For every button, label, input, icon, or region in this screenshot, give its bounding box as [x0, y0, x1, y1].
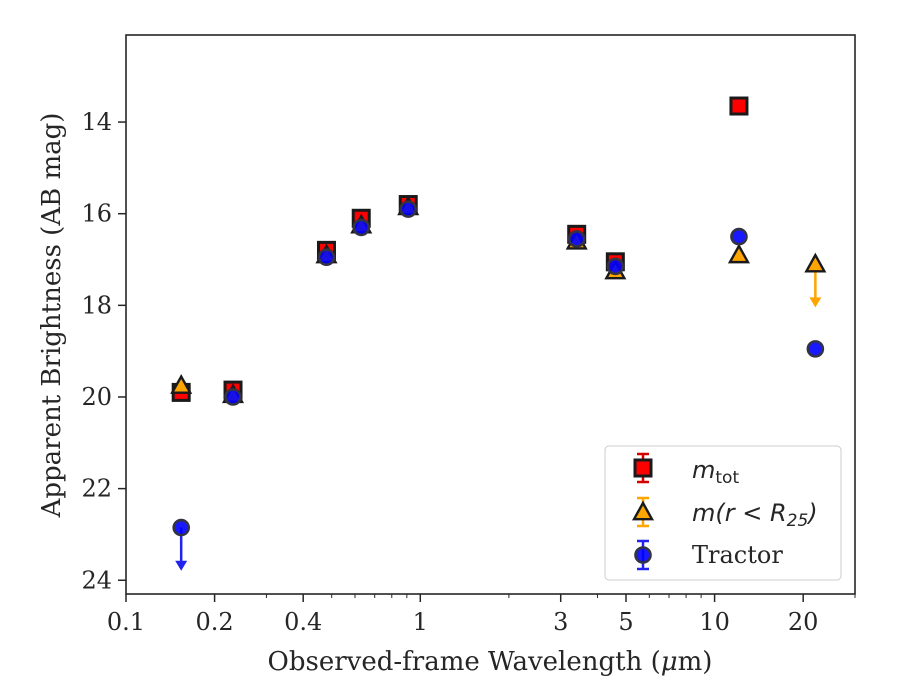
legend-marker-square [633, 452, 653, 484]
y-tick-label: 22 [81, 475, 112, 503]
data-point-tractor [224, 388, 242, 406]
data-point-mtot [729, 96, 749, 116]
legend-label-m-r25: m(r < R25) [692, 499, 818, 531]
data-point-m-r25 [170, 374, 193, 394]
x-axis-label: Observed-frame Wavelength (μm) [268, 647, 713, 677]
x-tick-label: 1 [413, 608, 428, 636]
x-tick-label: 20 [788, 608, 819, 636]
x-tick-label: 0.1 [107, 608, 145, 636]
y-tick-label: 20 [81, 383, 112, 411]
legend-entry-mtot: mtot [633, 452, 739, 488]
x-tick-label: 0.4 [284, 608, 322, 636]
legend-marker-shape [634, 546, 652, 564]
legend-marker-circle [634, 539, 652, 571]
data-point-tractor [806, 340, 825, 358]
legend-label-mtot: mtot [692, 456, 739, 488]
legend-box [604, 445, 842, 581]
legend-entry-tractor: Tractor [634, 539, 783, 571]
data-point-tractor [730, 227, 748, 246]
y-tick-label: 24 [81, 566, 112, 594]
x-tick-label: 5 [618, 608, 633, 636]
legend-marker-triangle [631, 496, 655, 528]
y-tick-label: 18 [81, 291, 112, 319]
series-mtot [171, 96, 749, 402]
y-axis: 14 16 18 20 22 24 [81, 108, 126, 594]
x-tick-label: 10 [699, 608, 730, 636]
x-axis: 0.1 0.2 0.4 1 3 5 10 20 [107, 594, 856, 636]
legend-entry-m-r25: m(r < R25) [631, 496, 818, 531]
data-point-tractor [567, 230, 586, 248]
legend-marker-shape [633, 458, 653, 478]
x-tick-label: 0.2 [196, 608, 234, 636]
upper-limit-arrow-head [809, 297, 822, 308]
series-m-r25 [170, 195, 827, 404]
y-tick-label: 14 [81, 108, 112, 136]
legend-label-tractor: Tractor [692, 541, 783, 569]
data-point-m-r25 [804, 252, 827, 273]
data-point-m-r25 [727, 243, 750, 264]
data-point-tractor [606, 257, 625, 276]
y-tick-label: 16 [81, 200, 112, 228]
legend-marker-shape [631, 500, 655, 521]
data-point-tractor [317, 248, 336, 267]
upper-limit-arrow-head [175, 560, 188, 571]
data-marks [170, 96, 827, 571]
data-point-tractor [352, 218, 371, 237]
data-point-tractor [172, 518, 190, 537]
x-tick-label: 3 [553, 608, 568, 636]
plot-frame [125, 34, 856, 595]
y-axis-label: Apparent Brightness (AB mag) [37, 113, 67, 519]
legend: mtot m(r < R25) Tractor [604, 445, 842, 581]
series-tractor [172, 200, 825, 571]
data-point-tractor [399, 200, 418, 218]
